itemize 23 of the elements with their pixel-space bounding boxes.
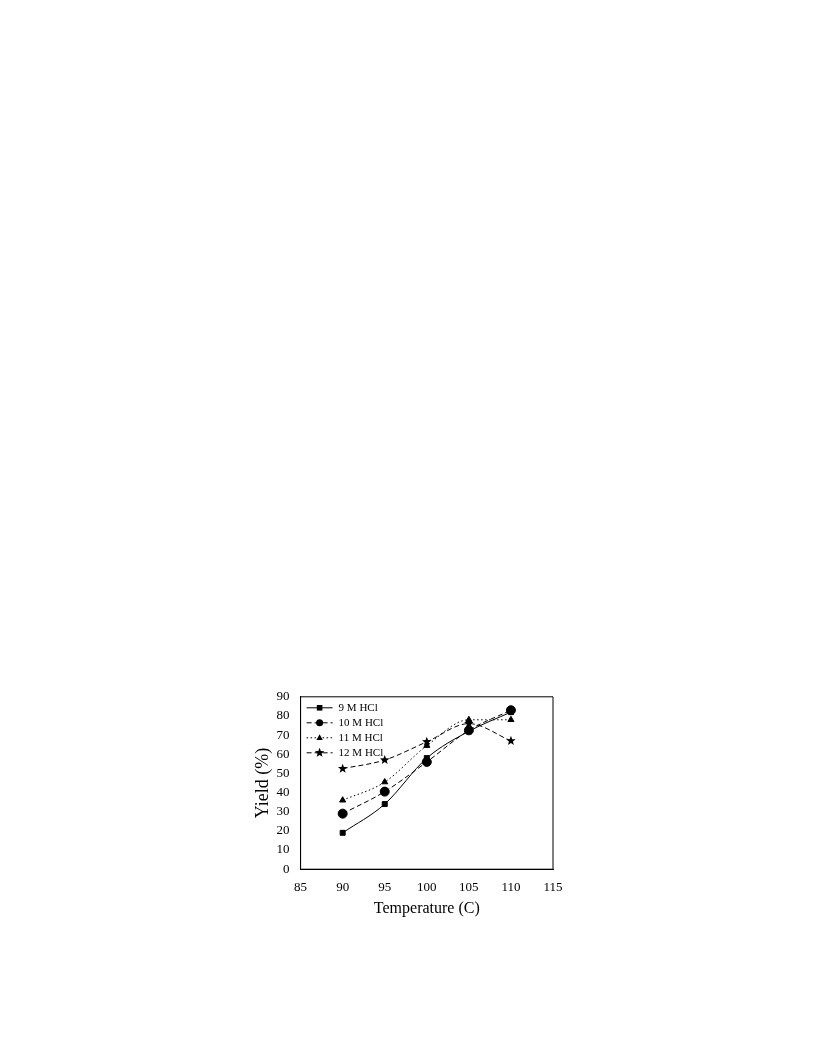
legend-label: 9 M HCl — [338, 700, 378, 713]
x-tick-label: 100 — [417, 879, 437, 895]
y-tick-label: 60 — [276, 745, 290, 761]
y-axis-title: Yield (%) — [251, 747, 273, 819]
legend-label: 11 M HCl — [338, 730, 383, 743]
y-tick-label: 40 — [276, 784, 290, 799]
y-tick-label: 90 — [276, 688, 290, 704]
x-tick-label: 110 — [501, 879, 521, 895]
y-tick-label: 70 — [276, 726, 290, 742]
x-tick-label: 115 — [543, 879, 563, 895]
y-tick-label: 30 — [276, 803, 290, 819]
y-tick-label: 20 — [276, 822, 290, 838]
x-tick-label: 85 — [294, 879, 308, 895]
legend-label: 10 M HCl — [338, 715, 384, 728]
y-tick-label: 80 — [276, 707, 290, 723]
y-tick-label: 10 — [276, 841, 290, 857]
x-tick-label: 90 — [336, 879, 350, 895]
x-axis-title: Temperature (C) — [373, 898, 480, 917]
x-tick-label: 105 — [459, 879, 479, 895]
y-tick-label: 0 — [283, 860, 290, 876]
x-tick-label: 95 — [378, 879, 392, 895]
y-tick-label: 50 — [276, 764, 290, 780]
legend-label: 12 M HCl — [338, 745, 384, 758]
